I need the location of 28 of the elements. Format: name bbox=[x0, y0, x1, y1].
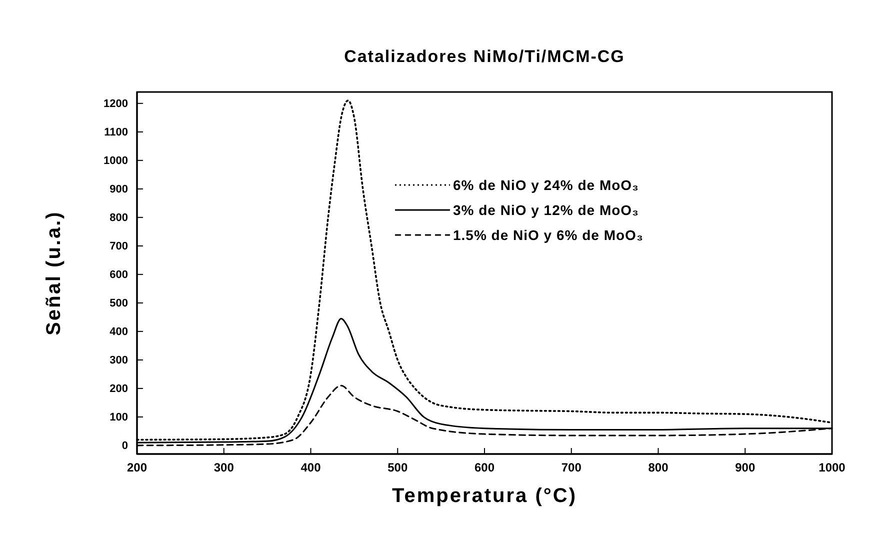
chart-title: Catalizadores NiMo/Ti/MCM-CG bbox=[344, 47, 625, 66]
legend-label: 3% de NiO y 12% de MoO₃ bbox=[453, 202, 640, 218]
y-tick-label: 800 bbox=[110, 212, 128, 224]
x-tick-label: 300 bbox=[214, 460, 234, 475]
y-tick-label: 600 bbox=[110, 268, 128, 281]
x-tick-label: 700 bbox=[561, 460, 582, 475]
y-tick-label: 700 bbox=[110, 240, 128, 252]
y-tick-label: 900 bbox=[110, 183, 128, 196]
y-tick-label: 1000 bbox=[104, 154, 128, 167]
x-tick-label: 500 bbox=[388, 460, 408, 475]
y-tick-label: 1100 bbox=[104, 126, 128, 138]
x-axis-title: Temperatura (°C) bbox=[392, 485, 577, 507]
x-tick-label: 800 bbox=[648, 460, 669, 475]
y-axis-title: Señal (u.a.) bbox=[43, 210, 65, 336]
y-tick-label: 1200 bbox=[104, 98, 128, 110]
y-tick-label: 200 bbox=[110, 382, 128, 395]
legend-label: 6% de NiO y 24% de MoO₃ bbox=[453, 177, 640, 193]
x-tick-label: 600 bbox=[474, 460, 495, 475]
x-tick-label: 400 bbox=[300, 460, 322, 475]
x-tick-label: 900 bbox=[735, 460, 756, 475]
legend-label: 1.5% de NiO y 6% de MoO₃ bbox=[453, 227, 644, 243]
y-tick-label: 300 bbox=[110, 354, 128, 366]
y-tick-label: 500 bbox=[110, 297, 128, 310]
y-tick-label: 400 bbox=[110, 326, 128, 338]
x-tick-label: 1000 bbox=[818, 460, 846, 475]
y-tick-label: 100 bbox=[110, 411, 128, 424]
x-tick-label: 200 bbox=[126, 460, 148, 475]
y-tick-label: 0 bbox=[122, 440, 128, 452]
